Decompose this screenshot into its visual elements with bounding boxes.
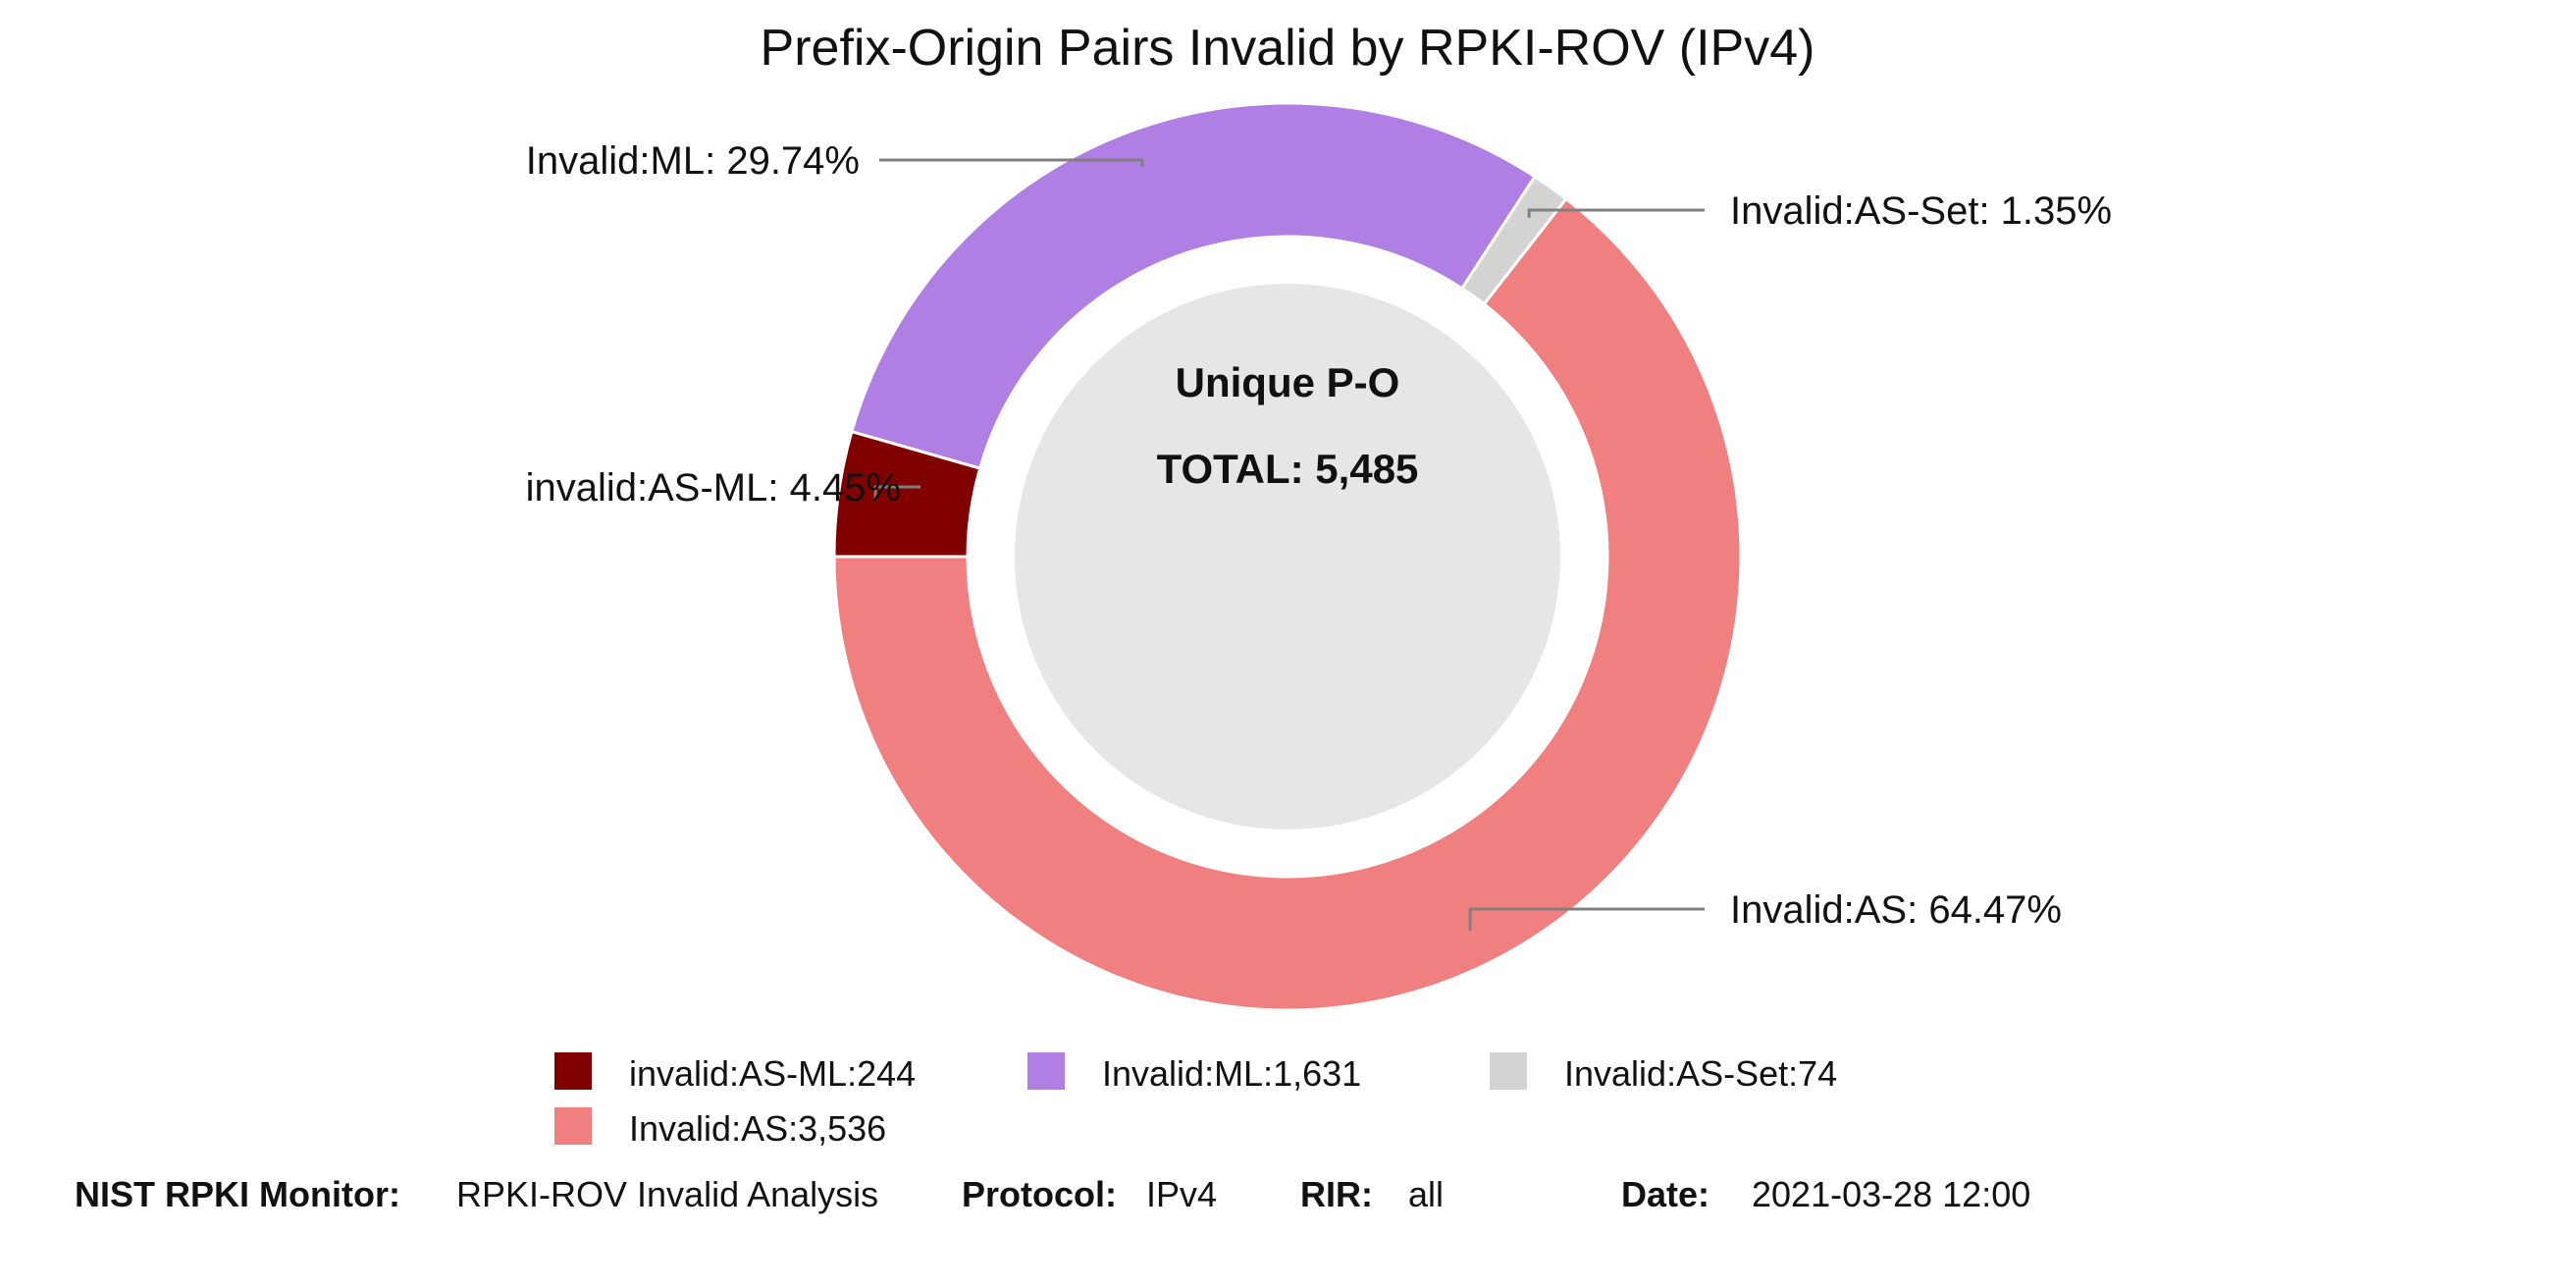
donut-slices	[832, 101, 1743, 1012]
legend-swatch	[554, 1052, 592, 1090]
slice-label: Invalid:AS-Set: 1.35%	[1730, 189, 2112, 233]
slice-invalid-ml	[850, 101, 1538, 470]
center-total: TOTAL: 5,485	[1157, 446, 1419, 492]
callout-line	[879, 158, 1144, 167]
slice-callouts: invalid:AS-ML: 4.45% Invalid:ML: 29.74% In…	[526, 139, 2113, 932]
protocol-label: Protocol:	[962, 1174, 1117, 1214]
legend: invalid:AS-ML:244 Invalid:ML:1,631 Invalid…	[554, 1052, 1837, 1149]
legend-label: Invalid:AS:3,536	[629, 1108, 886, 1149]
legend-label: Invalid:AS-Set:74	[1564, 1053, 1837, 1094]
legend-label: invalid:AS-ML:244	[629, 1053, 916, 1094]
slice-invalid-as	[832, 196, 1743, 1012]
slice-label: Invalid:AS: 64.47%	[1730, 888, 2062, 932]
callout-line	[1527, 208, 1705, 218]
callout-line	[1468, 907, 1705, 931]
slice-label: Invalid:ML: 29.74%	[526, 139, 860, 183]
date-value: 2021-03-28 12:00	[1752, 1174, 2031, 1214]
monitor-value: RPKI-ROV Invalid Analysis	[456, 1174, 879, 1214]
legend-swatch	[1490, 1052, 1527, 1090]
slice-label: invalid:AS-ML: 4.45%	[526, 466, 901, 510]
legend-swatch	[1027, 1052, 1065, 1090]
chart-title: Prefix-Origin Pairs Invalid by RPKI-ROV …	[761, 20, 1815, 77]
center-label: Unique P-O	[1176, 359, 1400, 405]
center-disc	[1015, 284, 1560, 830]
monitor-label: NIST RPKI Monitor:	[75, 1174, 400, 1214]
rir-value: all	[1408, 1174, 1445, 1214]
legend-label: Invalid:ML:1,631	[1102, 1053, 1361, 1094]
rir-label: RIR:	[1300, 1174, 1373, 1214]
callout-line	[873, 485, 920, 499]
footer: NIST RPKI Monitor: RPKI-ROV Invalid Anal…	[0, 1174, 2576, 1233]
date-label: Date:	[1621, 1174, 1710, 1214]
legend-swatch	[554, 1107, 592, 1145]
protocol-value: IPv4	[1146, 1174, 1218, 1214]
